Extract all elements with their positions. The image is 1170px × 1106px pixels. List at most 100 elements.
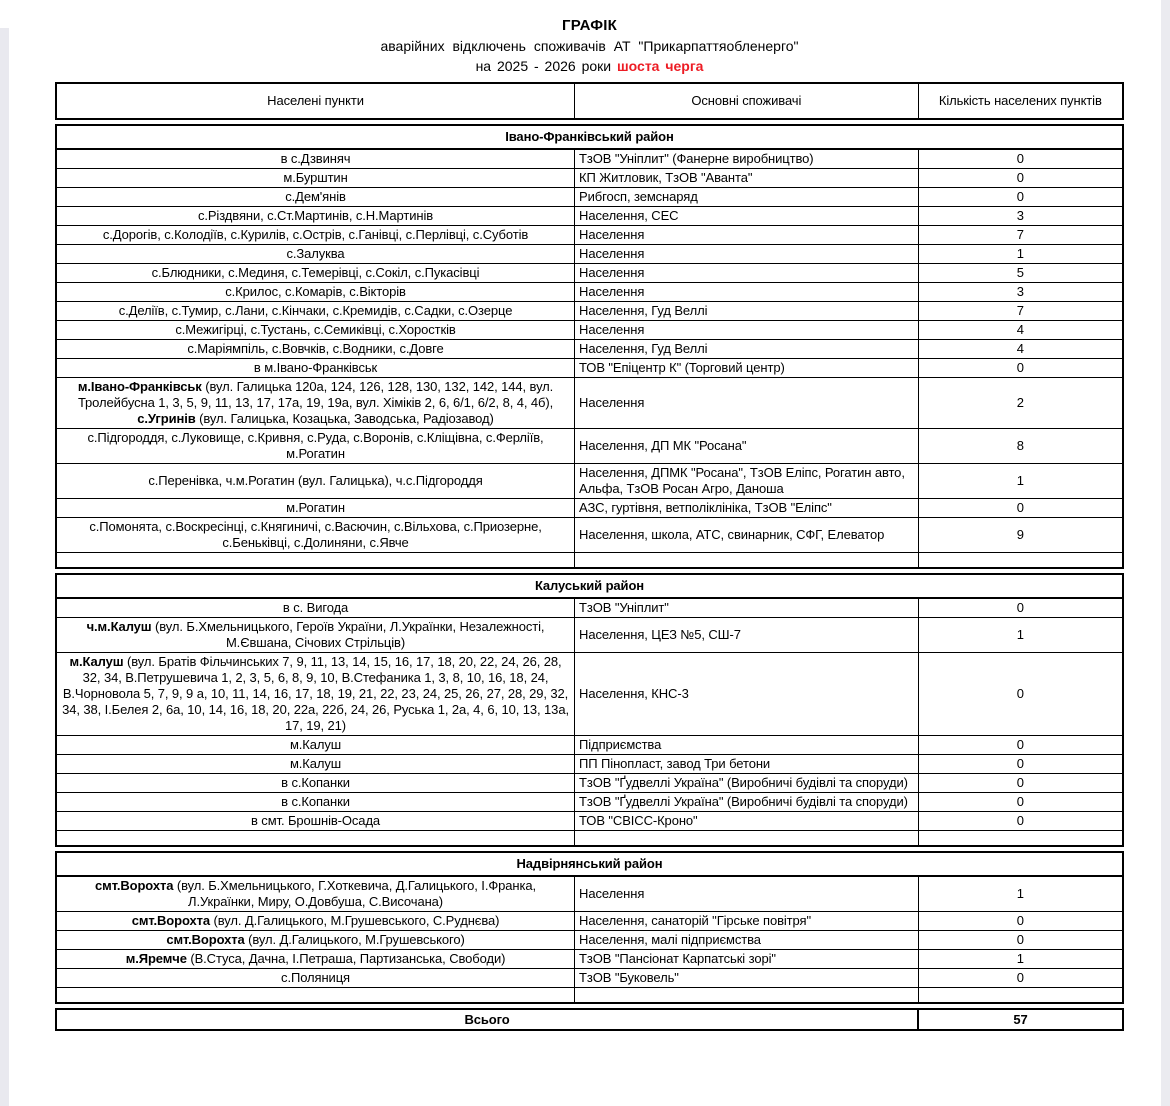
col-header-settlements: Населені пункти: [55, 82, 576, 120]
queue-label: шоста черга: [617, 58, 704, 74]
count-cell: 5: [917, 263, 1124, 283]
settlement-cell: м.Рогатин: [55, 498, 576, 518]
consumers-cell: Населення: [574, 875, 919, 912]
document-title-block: ГРАФІК аварійних відключень споживачів А…: [55, 0, 1124, 76]
total-table: Всього 57: [54, 1008, 1124, 1031]
consumers-cell: [574, 987, 919, 1004]
settlement-cell: с.Блюдники, с.Мединя, с.Темерівці, с.Сок…: [55, 263, 576, 283]
settlement-cell: с.Різдвяни, с.Ст.Мартинів, с.Н.Мартинів: [55, 206, 576, 226]
count-cell: 0: [917, 652, 1124, 736]
count-cell: [917, 830, 1124, 847]
table-row: м.Рогатин АЗС, гуртівня, ветполіклініка,…: [55, 498, 1124, 518]
count-cell: 7: [917, 225, 1124, 245]
consumers-cell: ТзОВ "Уніплит": [574, 597, 919, 618]
consumers-cell: Населення: [574, 282, 919, 302]
count-cell: 0: [917, 358, 1124, 378]
count-cell: 1: [917, 875, 1124, 912]
table-row: с.Підгороддя, с.Луковище, с.Кривня, с.Ру…: [55, 428, 1124, 464]
table-row: с.Поляниця ТзОВ "Буковель" 0: [55, 968, 1124, 988]
count-cell: 8: [917, 428, 1124, 464]
district-header-row: Калуський район: [55, 573, 1124, 599]
settlement-cell: с.Дорогів, с.Колодіїв, с.Курилів, с.Остр…: [55, 225, 576, 245]
district-section-table: Івано-Франківський район в с.Дзвиняч ТзО…: [55, 124, 1124, 569]
table-row: смт.Ворохта (вул. Д.Галицького, М.Грушев…: [55, 911, 1124, 931]
settlement-cell: в смт. Брошнів-Осада: [55, 811, 576, 831]
col-header-consumers: Основні споживачі: [574, 82, 919, 120]
consumers-cell: Населення, СЕС: [574, 206, 919, 226]
table-row: [55, 830, 1124, 847]
count-cell: 0: [917, 930, 1124, 950]
count-cell: 7: [917, 301, 1124, 321]
scan-edge-left: [0, 28, 9, 1106]
table-row: м.Яремче (В.Стуса, Дачна, І.Петраша, Пар…: [55, 949, 1124, 969]
consumers-cell: Населення, Гуд Веллі: [574, 339, 919, 359]
column-header-table: Населені пункти Основні споживачі Кількі…: [55, 82, 1124, 120]
settlement-cell: с.Залуква: [55, 244, 576, 264]
table-row: с.Блюдники, с.Мединя, с.Темерівці, с.Сок…: [55, 263, 1124, 283]
consumers-cell: Населення, школа, АТС, свинарник, СФГ, Е…: [574, 517, 919, 553]
table-row: [55, 987, 1124, 1004]
consumers-cell: КП Житловик, ТзОВ "Аванта": [574, 168, 919, 188]
table-row: в смт. Брошнів-Осада ТОВ "СВІСС-Кроно" 0: [55, 811, 1124, 831]
settlement-cell: [55, 830, 576, 847]
count-cell: 0: [917, 148, 1124, 169]
count-cell: 1: [917, 949, 1124, 969]
table-sections: Івано-Франківський район в с.Дзвиняч ТзО…: [55, 124, 1124, 1004]
district-header-row: Надвірнянський район: [55, 851, 1124, 877]
count-cell: 9: [917, 517, 1124, 553]
count-cell: 1: [917, 617, 1124, 653]
table-row: с.Дорогів, с.Колодіїв, с.Курилів, с.Остр…: [55, 225, 1124, 245]
settlement-cell: м.Калуш: [55, 754, 576, 774]
table-row: с.Маріямпіль, с.Вовчків, с.Водники, с.До…: [55, 339, 1124, 359]
settlement-cell: в с.Копанки: [55, 773, 576, 793]
consumers-cell: ПП Пінопласт, завод Три бетони: [574, 754, 919, 774]
settlement-cell: с.Маріямпіль, с.Вовчків, с.Водники, с.До…: [55, 339, 576, 359]
settlement-cell: [55, 552, 576, 569]
settlement-cell: с.Помонята, с.Воскресінці, с.Княгиничі, …: [55, 517, 576, 553]
count-cell: 0: [917, 754, 1124, 774]
column-header-row: Населені пункти Основні споживачі Кількі…: [55, 82, 1124, 120]
table-row: в с.Дзвиняч ТзОВ "Уніплит" (Фанерне виро…: [55, 148, 1124, 169]
count-cell: 1: [917, 463, 1124, 499]
count-cell: 0: [917, 773, 1124, 793]
table-row: с.Залуква Населення 1: [55, 244, 1124, 264]
table-row: в с.Копанки ТзОВ "Ґудвеллі Україна" (Вир…: [55, 773, 1124, 793]
table-row: с.Різдвяни, с.Ст.Мартинів, с.Н.Мартинів …: [55, 206, 1124, 226]
consumers-cell: Населення, КНС-3: [574, 652, 919, 736]
schedule-table-area: Населені пункти Основні споживачі Кількі…: [54, 82, 1124, 1031]
document-period-line: на 2025 - 2026 роки шоста черга: [55, 56, 1124, 76]
count-cell: [917, 552, 1124, 569]
settlement-cell: в с.Копанки: [55, 792, 576, 812]
total-label: Всього: [54, 1008, 920, 1031]
count-cell: 3: [917, 282, 1124, 302]
table-row: м.Калуш ПП Пінопласт, завод Три бетони 0: [55, 754, 1124, 774]
table-row: смт.Ворохта (вул. Б.Хмельницького, Г.Хот…: [55, 875, 1124, 912]
district-header-row: Івано-Франківський район: [55, 124, 1124, 150]
total-value: 57: [917, 1008, 1124, 1031]
consumers-cell: ТзОВ "Ґудвеллі Україна" (Виробничі будів…: [574, 792, 919, 812]
table-row: с.Деліїв, с.Тумир, с.Лани, с.Кінчаки, с.…: [55, 301, 1124, 321]
district-title: Калуський район: [55, 573, 1124, 599]
table-row: с.Дем'янів Рибгосп, земснаряд 0: [55, 187, 1124, 207]
settlement-cell: м.Калуш (вул. Братів Фільчинських 7, 9, …: [55, 652, 576, 736]
count-cell: 3: [917, 206, 1124, 226]
table-row: м.Калуш (вул. Братів Фільчинських 7, 9, …: [55, 652, 1124, 736]
table-row: с.Межигірці, с.Тустань, с.Семиківці, с.Х…: [55, 320, 1124, 340]
district-title: Надвірнянський район: [55, 851, 1124, 877]
settlement-cell: с.Дем'янів: [55, 187, 576, 207]
district-title: Івано-Франківський район: [55, 124, 1124, 150]
period-text: на 2025 - 2026 роки: [475, 58, 617, 74]
consumers-cell: ТзОВ "Ґудвеллі Україна" (Виробничі будів…: [574, 773, 919, 793]
table-row: м.Бурштин КП Житловик, ТзОВ "Аванта" 0: [55, 168, 1124, 188]
count-cell: 0: [917, 911, 1124, 931]
consumers-cell: Населення: [574, 320, 919, 340]
consumers-cell: [574, 552, 919, 569]
total-row: Всього 57: [54, 1008, 1124, 1031]
table-row: в м.Івано-Франківськ ТОВ "Епіцентр К" (Т…: [55, 358, 1124, 378]
table-row: м.Калуш Підприємства 0: [55, 735, 1124, 755]
count-cell: 0: [917, 792, 1124, 812]
consumers-cell: АЗС, гуртівня, ветполіклініка, ТзОВ "Елі…: [574, 498, 919, 518]
count-cell: [917, 987, 1124, 1004]
settlement-cell: ч.м.Калуш (вул. Б.Хмельницького, Героїв …: [55, 617, 576, 653]
settlement-cell: м.Яремче (В.Стуса, Дачна, І.Петраша, Пар…: [55, 949, 576, 969]
